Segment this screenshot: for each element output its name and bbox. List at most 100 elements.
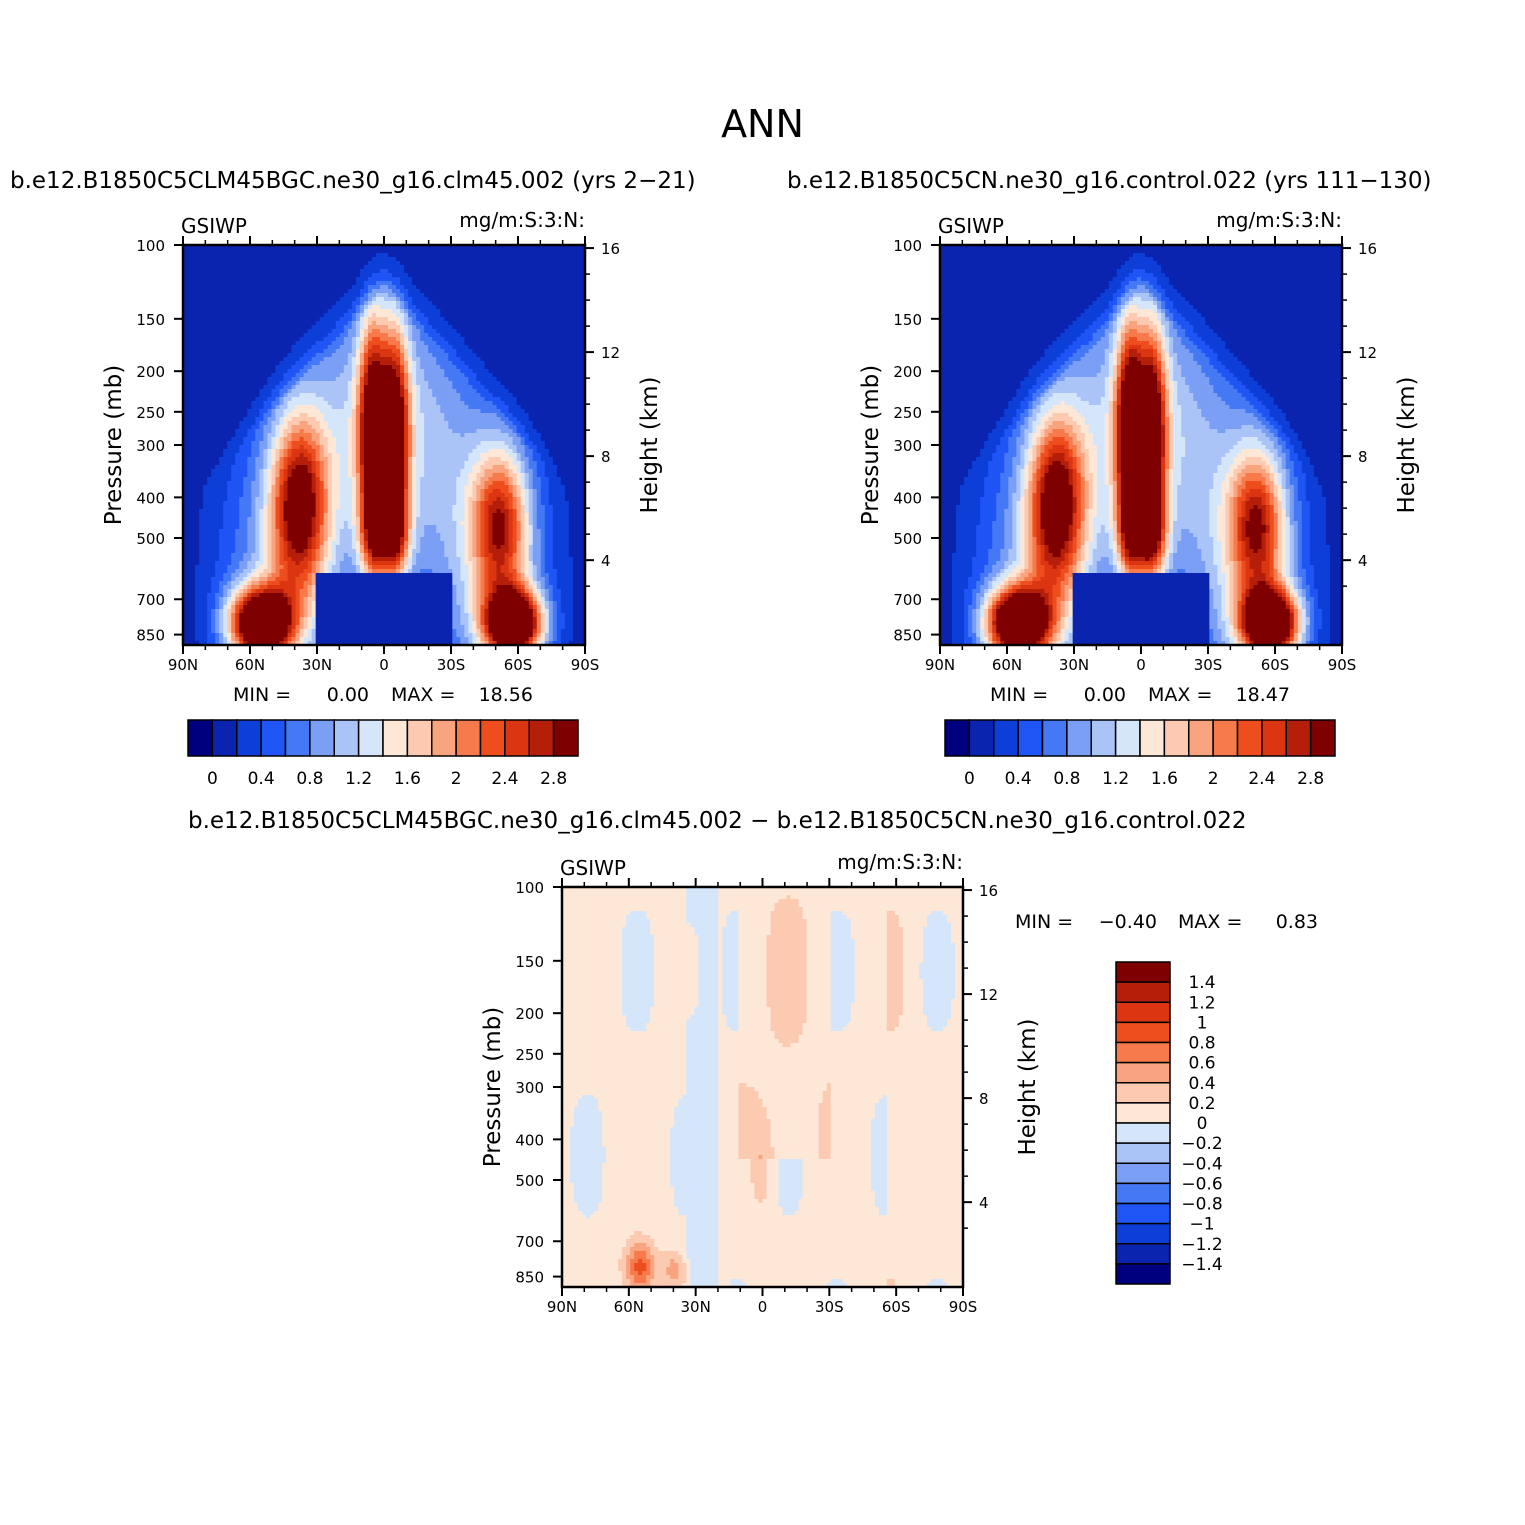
field-cell: [388, 425, 393, 430]
field-cell: [556, 257, 562, 262]
field-cell: [576, 421, 582, 426]
field-cell: [231, 317, 236, 322]
field-cell: [263, 369, 269, 374]
field-cell: [259, 417, 264, 422]
field-cell: [299, 429, 305, 434]
field-cell: [207, 349, 212, 354]
field-cell: [267, 437, 273, 442]
field-cell: [404, 425, 409, 430]
field-cell: [444, 377, 449, 382]
field-cell: [452, 257, 457, 262]
field-cell: [568, 257, 574, 262]
field-cell: [396, 261, 401, 266]
field-cell: [251, 425, 256, 430]
field-cell: [243, 337, 248, 342]
field-cell: [512, 289, 518, 294]
field-cell: [580, 269, 586, 274]
field-cell: [524, 301, 530, 306]
field-cell: [428, 433, 433, 438]
field-cell: [408, 437, 413, 442]
field-cell: [183, 409, 188, 414]
field-cell: [267, 317, 273, 322]
field-cell: [472, 297, 478, 302]
field-cell: [243, 409, 248, 414]
field-cell: [291, 417, 297, 422]
field-cell: [404, 433, 409, 438]
field-cell: [375, 409, 381, 414]
field-cell: [512, 249, 518, 254]
field-cell: [468, 261, 474, 266]
field-cell: [536, 281, 542, 286]
field-cell: [295, 309, 301, 314]
field-cell: [488, 289, 494, 294]
field-cell: [235, 369, 240, 374]
field-cell: [488, 329, 494, 334]
field-cell: [384, 245, 389, 250]
field-cell: [219, 425, 224, 430]
field-cell: [315, 433, 321, 438]
field-cell: [183, 249, 188, 254]
field-cell: [351, 381, 357, 386]
field-cell: [440, 373, 445, 378]
field-cell: [512, 317, 518, 322]
field-cell: [371, 269, 377, 274]
field-cell: [420, 313, 425, 318]
field-cell: [359, 433, 365, 438]
field-cell: [231, 365, 236, 370]
field-cell: [460, 257, 465, 262]
field-cell: [219, 401, 224, 406]
field-cell: [267, 257, 273, 262]
field-cell: [508, 341, 514, 346]
field-cell: [283, 257, 289, 262]
field-cell: [484, 305, 490, 310]
field-cell: [492, 277, 498, 282]
field-cell: [492, 293, 498, 298]
field-cell: [279, 293, 285, 298]
field-cell: [508, 269, 514, 274]
field-cell: [540, 341, 546, 346]
field-cell: [283, 277, 289, 282]
field-cell: [359, 289, 365, 294]
field-cell: [392, 401, 397, 406]
field-cell: [223, 361, 228, 366]
field-cell: [303, 437, 309, 442]
field-cell: [580, 417, 586, 422]
field-cell: [283, 405, 289, 410]
field-cell: [480, 273, 486, 278]
field-cell: [472, 381, 478, 386]
field-cell: [323, 353, 329, 358]
field-cell: [219, 373, 224, 378]
field-cell: [227, 421, 232, 426]
field-cell: [580, 425, 586, 430]
field-cell: [331, 429, 337, 434]
field-cell: [231, 301, 236, 306]
field-cell: [307, 309, 313, 314]
field-cell: [508, 413, 514, 418]
field-cell: [291, 301, 297, 306]
field-cell: [255, 333, 260, 338]
field-cell: [464, 385, 470, 390]
field-cell: [191, 337, 196, 342]
field-cell: [255, 345, 260, 350]
field-cell: [504, 317, 510, 322]
field-cell: [548, 401, 554, 406]
field-cell: [315, 249, 321, 254]
field-cell: [412, 341, 417, 346]
field-cell: [548, 421, 554, 426]
field-cell: [532, 265, 538, 270]
field-cell: [492, 429, 498, 434]
field-cell: [444, 405, 449, 410]
field-cell: [375, 401, 381, 406]
field-cell: [560, 405, 566, 410]
field-cell: [255, 257, 260, 262]
field-cell: [568, 309, 574, 314]
field-cell: [432, 393, 437, 398]
field-cell: [504, 369, 510, 374]
field-cell: [564, 425, 570, 430]
field-cell: [400, 313, 405, 318]
field-cell: [295, 361, 301, 366]
field-cell: [560, 341, 566, 346]
field-cell: [568, 249, 574, 254]
field-cell: [351, 293, 357, 298]
field-cell: [516, 421, 522, 426]
